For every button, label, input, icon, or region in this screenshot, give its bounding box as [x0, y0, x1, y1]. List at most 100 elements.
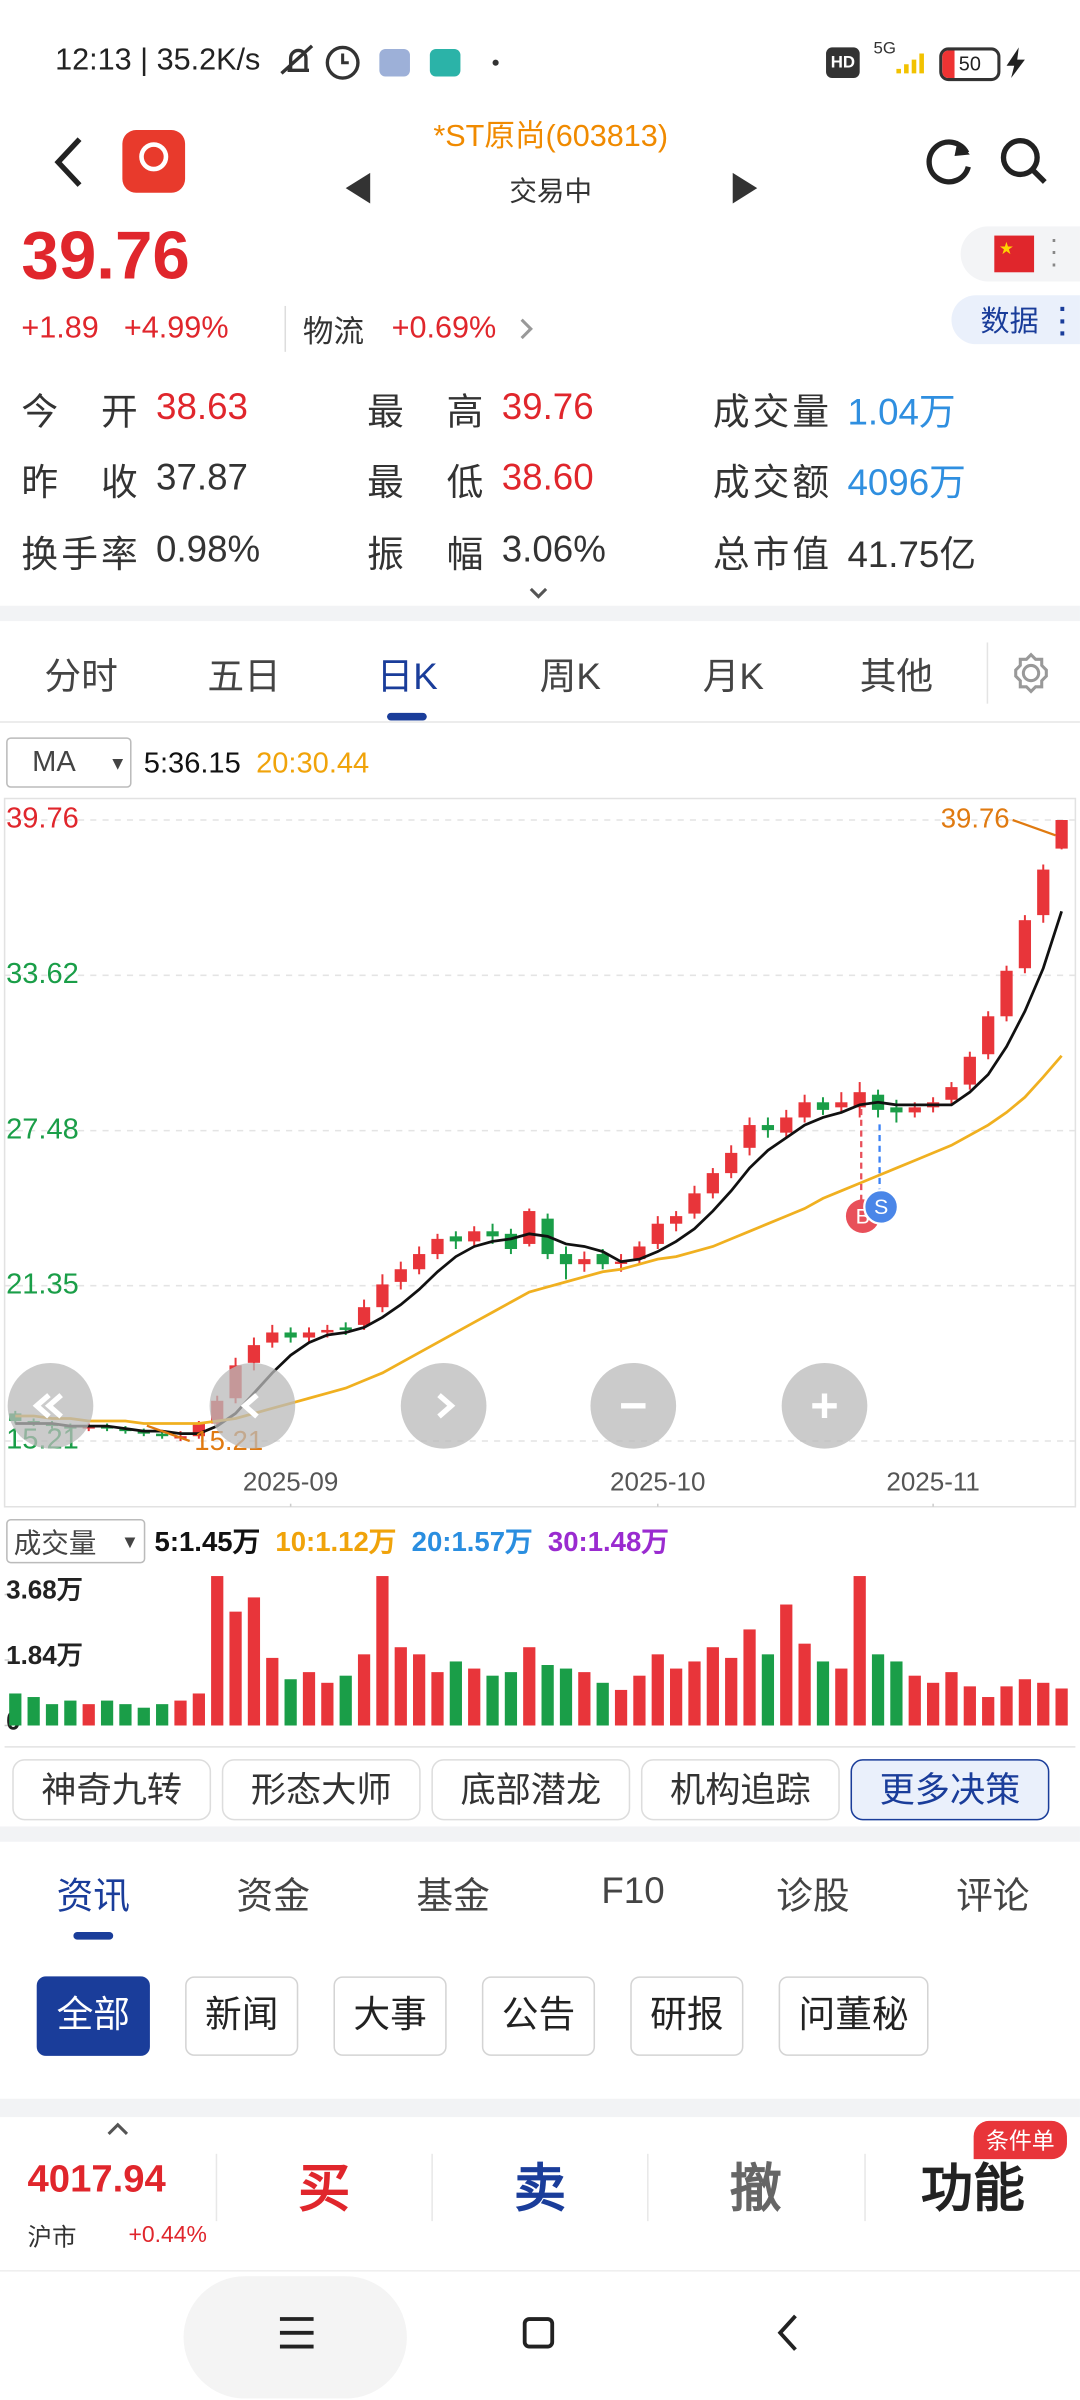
- index-value[interactable]: 4017.94: [27, 2157, 166, 2201]
- filter-chip[interactable]: 问董秘: [778, 1976, 929, 2056]
- volume-bar: [523, 1647, 536, 1726]
- tab[interactable]: 日K: [376, 657, 438, 699]
- settings-button[interactable]: [1010, 652, 1053, 695]
- chart-nav-button[interactable]: [400, 1362, 487, 1449]
- volume-bar: [780, 1604, 793, 1726]
- volume-bar: [633, 1675, 646, 1726]
- volume-select[interactable]: 成交量 ▼: [6, 1518, 146, 1564]
- tab-indicator: [73, 1932, 114, 1940]
- trade-status: 交易中: [509, 175, 592, 207]
- trade-button[interactable]: 功能: [920, 2160, 1025, 2219]
- price-frame: [3, 797, 1077, 1508]
- status-time: 12:13 | 35.2K/s: [55, 43, 261, 78]
- candle-body: [651, 1223, 664, 1244]
- filter-chip[interactable]: 大事: [333, 1976, 447, 2056]
- candle-body: [357, 1307, 371, 1325]
- tab[interactable]: 五日: [207, 657, 281, 699]
- stat-label-text: 最高: [367, 392, 484, 434]
- y-tick-label: 33.62: [6, 958, 79, 990]
- chart-nav-button[interactable]: [209, 1362, 296, 1449]
- select-caret: ▼: [108, 752, 127, 775]
- volume-select-label: 成交量: [13, 1528, 97, 1559]
- tab[interactable]: 分时: [44, 657, 118, 699]
- volume-bar: [229, 1611, 242, 1726]
- filter-chip[interactable]: 研报: [630, 1976, 744, 2056]
- candle-body: [376, 1284, 389, 1308]
- volume-legend-item: 20:1.57万: [411, 1526, 533, 1558]
- strategy-chip[interactable]: 机构追踪: [640, 1759, 840, 1821]
- nav-back[interactable]: [772, 2311, 803, 2354]
- trade-button[interactable]: 撤: [729, 2160, 782, 2219]
- volume-bar: [1000, 1686, 1013, 1726]
- separator: [284, 305, 287, 352]
- expand-chevron[interactable]: [526, 584, 550, 602]
- data-button[interactable]: 数据 · · ·: [951, 295, 1080, 347]
- logo-mark: [139, 142, 169, 172]
- volume-bar: [192, 1693, 205, 1726]
- tab[interactable]: 诊股: [776, 1876, 850, 1918]
- tab[interactable]: 基金: [416, 1876, 490, 1918]
- filter-chip[interactable]: 全部: [36, 1976, 150, 2056]
- back-button[interactable]: [46, 135, 92, 190]
- index-change: +0.44%: [128, 2221, 207, 2248]
- nav-menu[interactable]: [275, 2313, 318, 2353]
- volume-bar: [890, 1661, 903, 1726]
- tab[interactable]: 资讯: [56, 1876, 131, 1918]
- index-expand[interactable]: [104, 2120, 132, 2138]
- volume-bar: [926, 1682, 940, 1726]
- x-tick-label: 2025-11: [886, 1467, 980, 1497]
- indicator-select[interactable]: MA ▼: [6, 737, 132, 788]
- section-gap: [0, 1826, 1080, 1842]
- volume-bar: [798, 1643, 811, 1726]
- ma-line: [15, 910, 1063, 1436]
- stat-label: 成交量: [713, 382, 829, 436]
- volume-bar: [908, 1675, 921, 1726]
- separator: [986, 642, 989, 704]
- stat-label: 今开: [21, 382, 137, 436]
- volume-bar: [651, 1654, 664, 1726]
- volume-bar: [100, 1700, 114, 1726]
- volume-bar: [853, 1576, 866, 1726]
- search-button[interactable]: [997, 135, 1049, 187]
- flag-icon: ★: [994, 235, 1035, 273]
- candle-body: [468, 1231, 481, 1242]
- candle-body: [982, 1016, 995, 1055]
- tab[interactable]: F10: [601, 1870, 665, 1913]
- tab[interactable]: 评论: [956, 1876, 1030, 1918]
- strategy-chip[interactable]: 更多决策: [850, 1759, 1050, 1821]
- strategy-chip[interactable]: 底部潜龙: [431, 1759, 631, 1821]
- stat-label: 最低: [367, 452, 483, 506]
- candle-body: [945, 1087, 958, 1100]
- volume-bar: [963, 1686, 976, 1726]
- filter-chip[interactable]: 新闻: [185, 1976, 299, 2056]
- volume-bar: [945, 1672, 958, 1726]
- stat-label: 总市值: [713, 524, 829, 578]
- battery-text: 50: [958, 52, 981, 75]
- trade-button[interactable]: 卖: [513, 2160, 566, 2219]
- flag-button[interactable]: ★ · · ·: [960, 225, 1080, 282]
- prev-stock[interactable]: [343, 171, 374, 205]
- tab[interactable]: 资金: [236, 1876, 310, 1918]
- nav-home[interactable]: [520, 2314, 557, 2351]
- y-tick-label: 21.35: [6, 1268, 79, 1300]
- data-button-label: 数据: [980, 306, 1039, 339]
- flag-star: ★: [998, 240, 1014, 259]
- volume-bar: [1018, 1679, 1032, 1726]
- filter-chip[interactable]: 公告: [481, 1976, 596, 2056]
- volume-bar: [266, 1657, 279, 1726]
- stock-title: *ST原尚(603813): [433, 120, 669, 154]
- candle-body: [486, 1231, 499, 1237]
- next-stock[interactable]: [730, 171, 761, 205]
- tab[interactable]: 月K: [702, 657, 764, 699]
- network-label: 5G: [873, 39, 896, 59]
- tab[interactable]: 周K: [539, 657, 601, 699]
- strategy-chip[interactable]: 神奇九转: [12, 1759, 212, 1821]
- tab[interactable]: 其他: [859, 657, 934, 699]
- sector-name[interactable]: 物流: [302, 315, 365, 350]
- refresh-button[interactable]: [924, 135, 976, 187]
- volume-bar: [64, 1700, 77, 1726]
- sector-arrow: [520, 318, 533, 340]
- volume-bar: [45, 1704, 59, 1726]
- strategy-chip[interactable]: 形态大师: [221, 1759, 421, 1821]
- trade-button[interactable]: 买: [298, 2160, 351, 2219]
